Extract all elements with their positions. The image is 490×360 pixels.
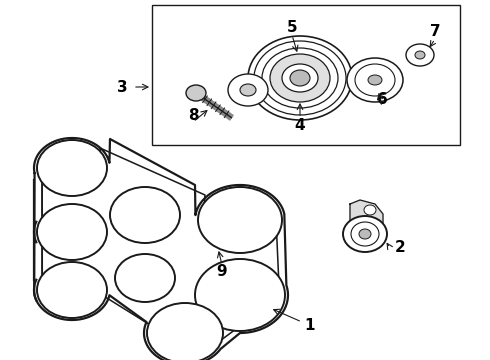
Text: 3: 3 xyxy=(117,80,127,94)
Ellipse shape xyxy=(368,75,382,85)
Ellipse shape xyxy=(37,204,107,260)
Bar xyxy=(152,5,460,145)
Ellipse shape xyxy=(115,254,175,302)
Text: 1: 1 xyxy=(305,318,315,333)
Text: 8: 8 xyxy=(188,108,198,122)
Text: 7: 7 xyxy=(430,24,441,40)
Ellipse shape xyxy=(198,187,282,253)
Ellipse shape xyxy=(186,85,206,101)
Ellipse shape xyxy=(147,303,223,360)
Ellipse shape xyxy=(110,187,180,243)
Text: 9: 9 xyxy=(217,265,227,279)
Ellipse shape xyxy=(37,140,107,196)
Ellipse shape xyxy=(248,36,352,120)
Ellipse shape xyxy=(355,64,395,96)
Ellipse shape xyxy=(270,54,330,102)
Ellipse shape xyxy=(343,216,387,252)
Ellipse shape xyxy=(347,58,403,102)
Ellipse shape xyxy=(359,229,371,239)
Ellipse shape xyxy=(240,84,256,96)
Ellipse shape xyxy=(290,70,310,86)
Ellipse shape xyxy=(415,51,425,59)
Ellipse shape xyxy=(351,222,379,246)
Ellipse shape xyxy=(195,259,285,331)
Ellipse shape xyxy=(254,41,346,115)
Ellipse shape xyxy=(282,64,318,92)
Ellipse shape xyxy=(262,48,338,108)
Ellipse shape xyxy=(364,205,376,215)
Text: 5: 5 xyxy=(287,21,297,36)
Ellipse shape xyxy=(406,44,434,66)
Polygon shape xyxy=(350,200,383,244)
Ellipse shape xyxy=(228,74,268,106)
Ellipse shape xyxy=(37,262,107,318)
Text: 2: 2 xyxy=(394,240,405,256)
Text: 4: 4 xyxy=(294,117,305,132)
Text: 6: 6 xyxy=(377,93,388,108)
